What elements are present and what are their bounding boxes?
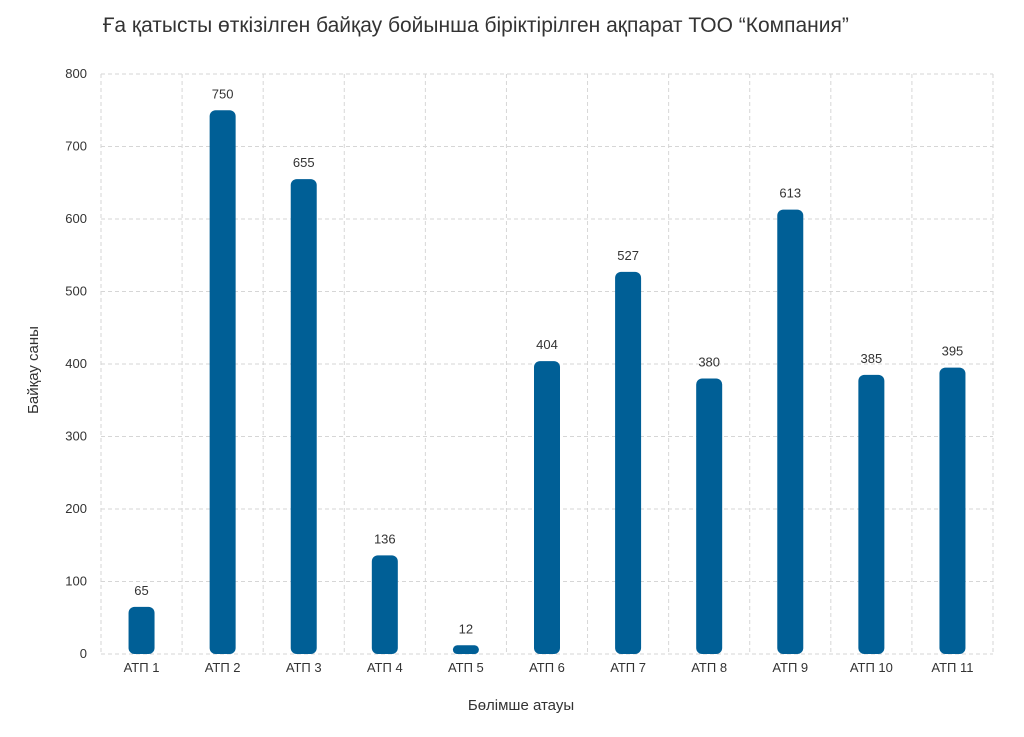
y-tick-label: 700 [65, 139, 87, 154]
x-tick-label: АТП 11 [931, 660, 973, 675]
data-label: 385 [861, 351, 883, 366]
x-tick-label: АТП 10 [850, 660, 893, 675]
x-axis-title: Бөлімше атауы [468, 697, 574, 714]
y-tick-label: 100 [65, 574, 87, 589]
x-tick-label: АТП 7 [610, 660, 646, 675]
bar [858, 374, 885, 654]
y-tick-label: 0 [80, 646, 87, 661]
bar [371, 555, 398, 654]
y-axis-title: Байқау саны [25, 326, 42, 414]
bar [290, 179, 317, 654]
y-axis-ticks: 0 100 200 300 400 500 600 700 800 [65, 66, 87, 661]
data-labels: 65 750 655 136 12 404 527 380 613 385 395 [134, 86, 963, 636]
x-tick-label: АТП 5 [448, 660, 484, 675]
bar [534, 361, 560, 654]
bar [939, 367, 966, 654]
bar [696, 378, 723, 654]
bar [452, 645, 479, 654]
x-tick-label: АТП 1 [124, 660, 160, 675]
bar [615, 271, 642, 654]
y-tick-label: 200 [65, 501, 87, 516]
x-tick-label: АТП 9 [772, 660, 808, 675]
grid-lines [100, 73, 994, 655]
x-tick-label: АТП 4 [367, 660, 403, 675]
data-label: 12 [459, 621, 473, 636]
bar [777, 209, 804, 654]
data-label: 136 [374, 531, 396, 546]
data-label: 613 [779, 186, 801, 201]
x-axis-ticks: АТП 1 АТП 2 АТП 3 АТП 4 АТП 5 АТП 6 АТП 7 АТП 8… [124, 660, 974, 675]
data-label: 65 [134, 583, 148, 598]
x-tick-label: АТП 6 [529, 660, 565, 675]
x-tick-label: АТП 3 [286, 660, 322, 675]
x-tick-label: АТП 2 [205, 660, 241, 675]
data-label: 380 [698, 355, 720, 370]
data-label: 527 [617, 248, 639, 263]
bar [128, 606, 155, 654]
x-tick-label: АТП 8 [691, 660, 727, 675]
bar [209, 110, 236, 654]
data-label: 655 [293, 155, 315, 170]
data-label: 750 [212, 86, 234, 101]
y-tick-label: 500 [65, 284, 87, 299]
y-tick-label: 600 [65, 211, 87, 226]
bars [128, 110, 966, 654]
chart-title: Ғa қатысты өткізілген байқау бойынша бір… [103, 14, 849, 37]
y-tick-label: 300 [65, 429, 87, 444]
data-label: 404 [536, 337, 558, 352]
data-label: 395 [942, 344, 964, 359]
y-tick-label: 800 [65, 66, 87, 81]
y-tick-label: 400 [65, 356, 87, 371]
